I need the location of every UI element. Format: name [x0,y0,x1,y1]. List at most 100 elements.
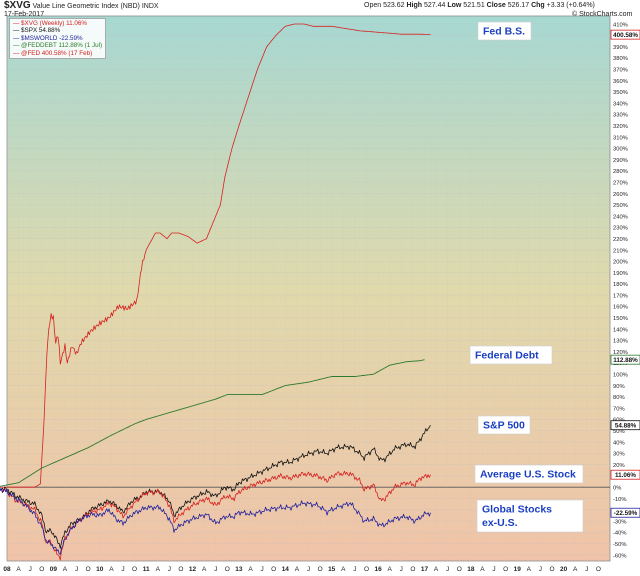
x-tick-label: 18 [467,566,475,573]
x-tick-label: J [214,566,217,573]
chart-date: 17-Feb-2017 [4,11,45,18]
y-tick-label: 310% [613,135,628,141]
y-tick-label: -40% [613,531,627,537]
end-label-box [610,29,640,40]
x-tick-label: O [503,566,508,573]
y-tick-label: 380% [613,56,628,62]
end-label-text: 54.88% [615,423,637,430]
x-tick-label: A [341,566,346,573]
x-tick-label: 08 [3,566,11,573]
annotation-box [476,499,584,533]
end-label: 112.88% [610,354,640,365]
end-label-box [610,469,640,480]
x-tick-label: J [400,566,403,573]
x-tick-label: J [353,566,356,573]
end-label: 11.06% [610,469,640,480]
end-label: 54.88% [610,420,640,431]
annotation-layer: Fed B.S. Federal Debt S&P 500 Average U.S. … [469,21,584,533]
end-label-box [610,420,640,431]
y-tick-label: 90% [613,384,625,390]
y-tick-label: -60% [613,553,627,559]
x-tick-label: A [480,566,485,573]
x-tick-label: 19 [514,566,522,573]
y-tick-label: 30% [613,452,625,458]
annotation-box [474,464,584,484]
y-tick-label: 320% [613,124,628,130]
y-tick-label: 160% [613,305,628,311]
legend-entry: — @FED 400.58% (17 Feb) [13,49,93,57]
y-tick-label: 180% [613,282,628,288]
x-tick-label: O [39,566,44,573]
series-layer [0,23,431,561]
annotation-callout: Federal Debt [469,345,553,365]
x-tick-label: A [573,566,578,573]
x-tick-label: J [260,566,263,573]
x-tick-label: J [446,566,449,573]
y-tick-label: 140% [613,327,628,333]
x-tick-label: J [307,566,310,573]
x-tick-label: 14 [282,566,290,573]
end-label-text: 112.88% [613,357,638,364]
legend-entry: — $XVG (Weekly) 11.06% [13,20,87,27]
y-tick-label: 220% [613,237,628,243]
y-tick-label: 0% [613,486,621,492]
x-tick-label: O [364,566,369,573]
y-tick-label: -50% [613,542,627,548]
end-label-box [610,507,640,518]
x-tick-label: O [225,566,230,573]
x-tick-label: O [410,566,415,573]
x-tick-label: O [549,566,554,573]
symbol: $XVG [4,0,31,11]
y-tick-label: 290% [613,158,628,164]
x-tick-label: J [121,566,124,573]
stockcharts-credit: © StockCharts.com [572,11,633,18]
series-line [0,424,431,549]
y-tick-label: 410% [613,22,628,28]
annotation-callout: S&P 500 [477,415,531,435]
series-line [0,23,431,488]
x-tick-label: J [539,566,542,573]
y-tick-label: 100% [613,373,628,379]
x-tick-label: 17 [421,566,429,573]
y-tick-label: 360% [613,79,628,85]
x-tick-label: J [585,566,588,573]
annotation-box [469,345,553,365]
chart-header-title: $XVG Value Line Geometric Index (NBD) IN… [4,0,159,11]
y-tick-label: 340% [613,101,628,107]
x-tick-label: 13 [235,566,243,573]
x-tick-label: A [434,566,439,573]
x-tick-label: O [596,566,601,573]
annotation-text: Average U.S. Stock [480,469,576,481]
end-label: 400.58% [610,29,640,40]
legend-box: — $XVG (Weekly) 11.06% — $SPX 54.88% — $MS… [9,18,107,60]
legend-entry: — @FEDDEBT 112.88% (1 Jul) [13,42,103,50]
x-tick-label: J [492,566,495,573]
x-axis: 08 A J O 09 A J O 10 A J O 11 A J O 12 A J O 13 A J O 14 A J O 15 A J O… [3,566,601,573]
end-label-box [610,354,640,365]
x-tick-label: A [295,566,300,573]
annotation-box [477,415,531,435]
x-tick-label: 09 [50,566,58,573]
annotation-text: ex-U.S. [482,517,518,529]
annotation-box [477,21,532,41]
y-tick-label: 210% [613,248,628,254]
y-tick-label: 260% [613,192,628,198]
y-tick-label: -30% [613,519,627,525]
annotation-callout: Fed B.S. [477,21,532,41]
x-tick-label: 11 [143,566,150,573]
end-labels: 400.58% 112.88% 54.88% 11.06% -22.59% [610,29,640,518]
y-tick-label: 50% [613,429,625,435]
x-tick-label: O [318,566,323,573]
x-tick-label: A [63,566,68,573]
y-tick-label: 150% [613,316,628,322]
y-tick-label: 350% [613,90,628,96]
x-tick-label: 15 [328,566,336,573]
legend-entry: — $MSWORLD -22.59% [13,34,83,42]
y-tick-label: 130% [613,339,628,345]
x-tick-label: 16 [374,566,382,573]
x-tick-label: A [527,566,532,573]
y-tick-label: 190% [613,271,628,277]
y-tick-label: 40% [613,440,625,446]
